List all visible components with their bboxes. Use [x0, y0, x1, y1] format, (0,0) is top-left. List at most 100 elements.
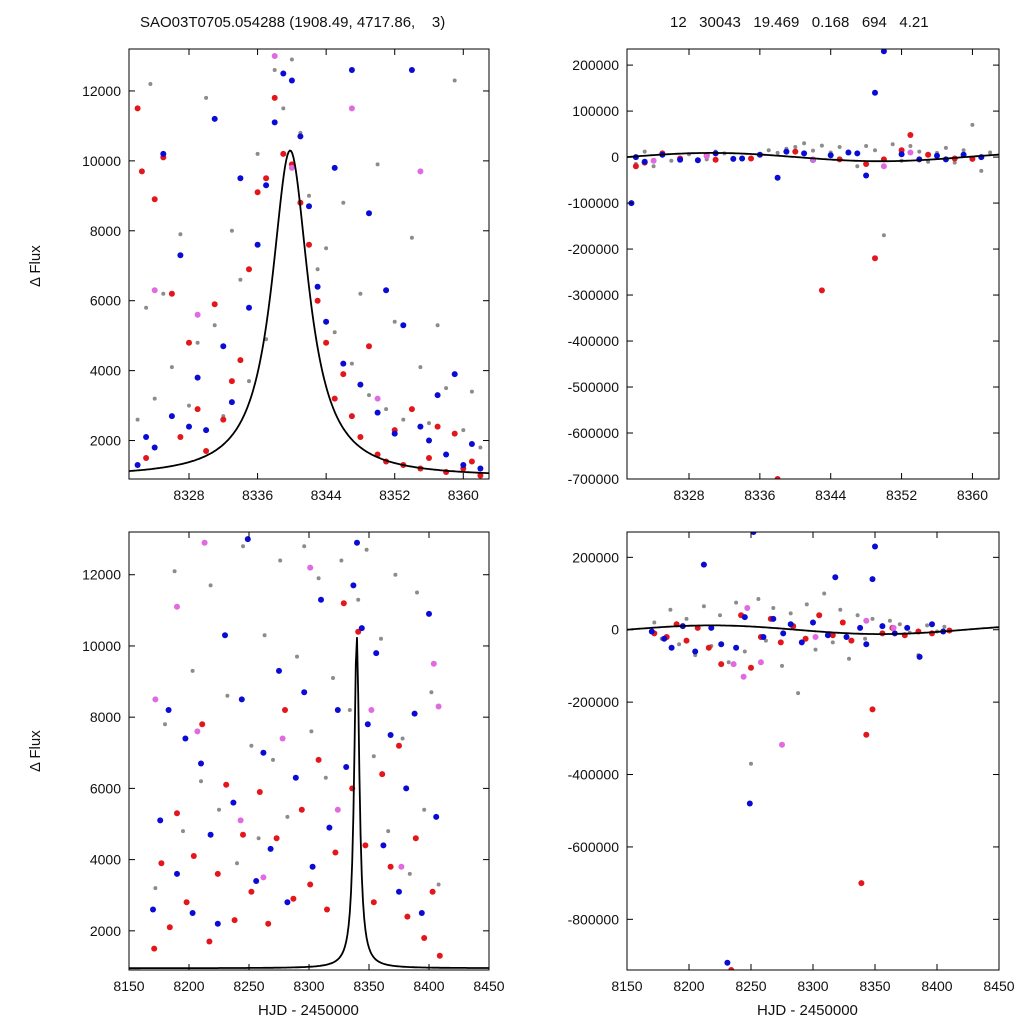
- data-point: [284, 899, 291, 906]
- data-point: [204, 95, 209, 100]
- data-point: [301, 689, 308, 696]
- data-point: [650, 157, 657, 164]
- y-tick-label: 12000: [82, 567, 121, 583]
- data-point: [694, 157, 701, 164]
- data-point: [207, 831, 214, 838]
- x-tick-label: 8350: [353, 978, 384, 994]
- data-point: [222, 632, 228, 639]
- data-point: [916, 653, 923, 660]
- plot-frame-bottom-left: [128, 531, 490, 971]
- data-point: [163, 722, 167, 727]
- data-point: [223, 781, 230, 788]
- data-point: [677, 156, 684, 163]
- data-point: [766, 148, 771, 153]
- data-point: [323, 775, 328, 780]
- data-point: [174, 810, 180, 817]
- data-point: [271, 53, 278, 59]
- data-point: [780, 663, 784, 668]
- data-point: [144, 305, 149, 310]
- data-point: [161, 291, 166, 296]
- data-point: [297, 133, 304, 140]
- data-point: [374, 395, 381, 402]
- data-point: [298, 806, 305, 813]
- series-violet-bottom-right: [730, 605, 897, 748]
- data-point: [409, 235, 414, 240]
- data-point: [787, 621, 794, 628]
- data-point: [741, 614, 748, 621]
- data-point: [203, 448, 210, 454]
- data-point: [854, 150, 861, 157]
- data-point: [246, 266, 252, 273]
- data-point: [779, 741, 785, 748]
- data-point: [796, 691, 801, 696]
- data-point: [642, 149, 647, 154]
- data-point: [879, 623, 886, 630]
- data-point: [364, 547, 369, 552]
- data-point: [929, 621, 935, 628]
- data-point: [199, 779, 203, 784]
- data-point: [812, 634, 819, 640]
- data-point: [314, 283, 321, 290]
- x-tick-label: 8328: [673, 487, 704, 503]
- data-point: [802, 141, 807, 146]
- x-tick-label: 8350: [859, 978, 890, 994]
- data-point: [869, 706, 876, 713]
- fit-curve-top-left: [129, 149, 489, 475]
- x-tick-label: 8400: [413, 978, 444, 994]
- points-bottom-left: [129, 536, 489, 970]
- data-point: [238, 696, 245, 703]
- data-point: [904, 624, 911, 631]
- x-tick-label: 8344: [311, 487, 342, 503]
- data-point: [718, 661, 725, 668]
- data-point: [194, 311, 201, 318]
- points-top-right: [627, 49, 999, 479]
- data-point: [952, 160, 957, 165]
- data-point: [183, 899, 190, 906]
- data-point: [733, 644, 740, 651]
- series-gray-top-left: [135, 57, 483, 450]
- data-point: [307, 564, 314, 571]
- data-point: [152, 696, 159, 703]
- data-point: [417, 168, 424, 175]
- data-point: [683, 637, 690, 644]
- data-point: [387, 732, 394, 738]
- data-point: [254, 189, 261, 196]
- data-point: [460, 462, 467, 468]
- data-point: [135, 417, 140, 422]
- x-tick-label: 8360: [957, 487, 988, 503]
- data-point: [288, 77, 295, 84]
- data-point: [433, 813, 440, 820]
- data-point: [890, 142, 895, 147]
- data-point: [174, 603, 180, 610]
- data-point: [341, 200, 346, 205]
- data-point: [444, 386, 449, 391]
- data-point: [356, 597, 361, 602]
- data-point: [214, 920, 221, 927]
- data-point: [228, 378, 235, 385]
- data-point: [880, 49, 887, 55]
- data-point: [348, 105, 355, 112]
- data-point: [415, 590, 419, 595]
- x-axis-label-left: HJD - 2450000: [258, 1002, 359, 1019]
- data-point: [477, 465, 484, 472]
- data-point: [178, 232, 183, 237]
- plot-frame-top-right: [626, 48, 1000, 480]
- data-point: [739, 155, 746, 162]
- data-point: [334, 707, 341, 713]
- data-point: [230, 799, 237, 806]
- data-point: [194, 374, 201, 381]
- data-point: [306, 203, 312, 210]
- x-axis-label-right: HJD - 2450000: [757, 1002, 858, 1019]
- data-point: [750, 532, 757, 535]
- data-point: [810, 619, 816, 626]
- data-point: [279, 735, 286, 742]
- data-point: [368, 707, 375, 713]
- data-point: [347, 708, 352, 712]
- data-point: [380, 842, 387, 849]
- data-point: [392, 319, 397, 324]
- data-point: [177, 434, 184, 440]
- data-point: [651, 164, 656, 169]
- y-tick-label: 0: [611, 622, 619, 638]
- data-point: [708, 624, 715, 631]
- data-point: [332, 849, 339, 856]
